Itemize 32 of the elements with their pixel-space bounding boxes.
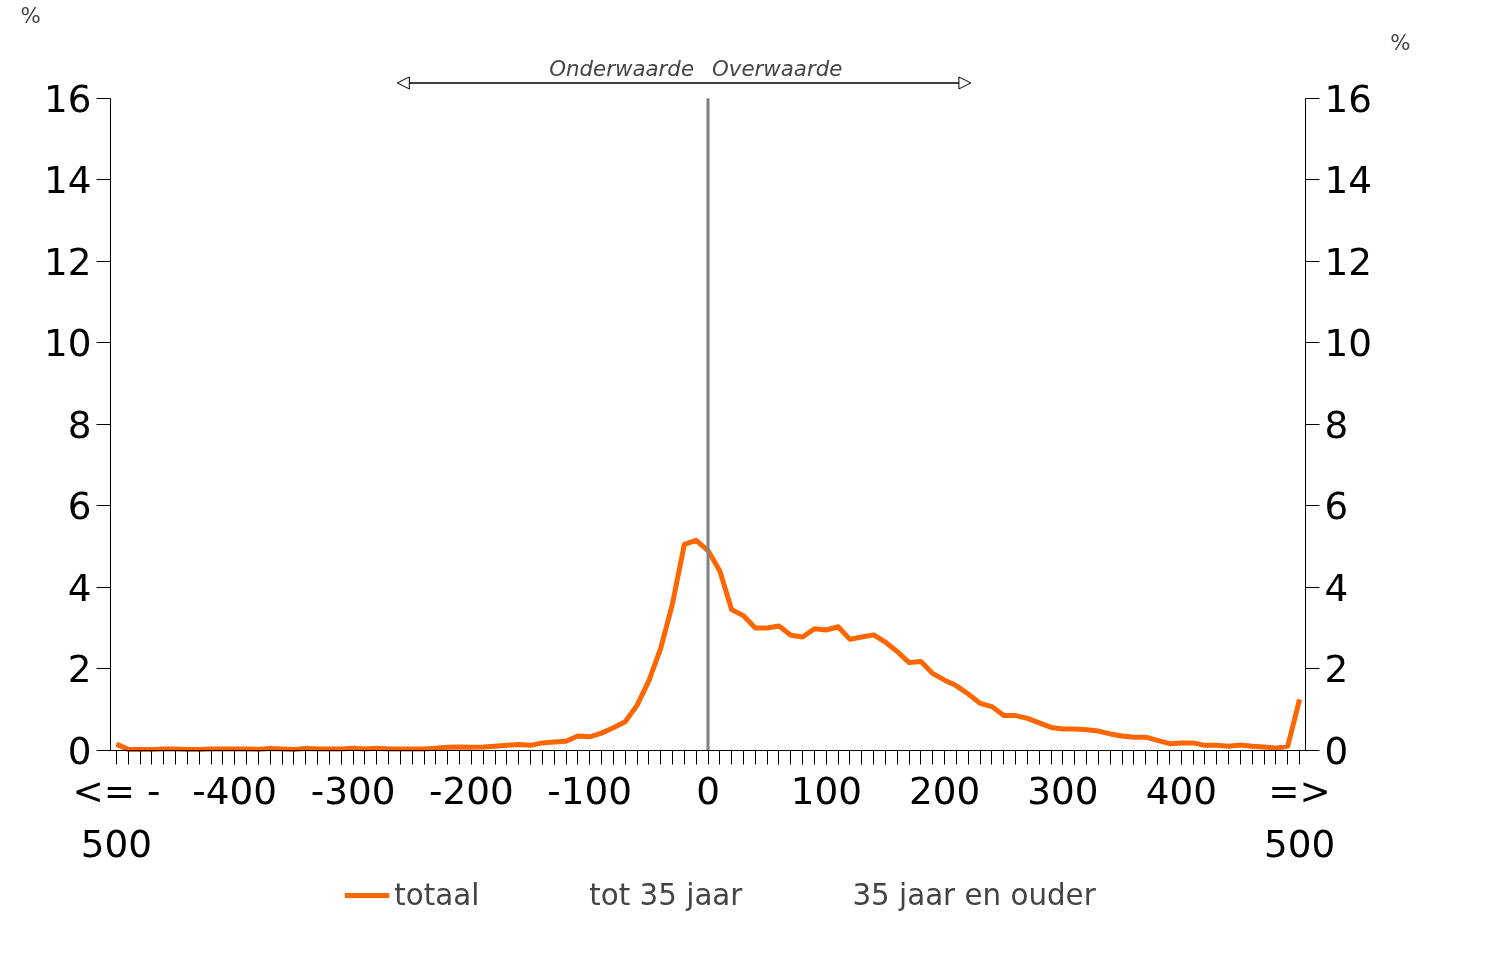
text: tot 35 jaar <box>589 878 743 912</box>
y2-axis-title: % <box>1390 29 1411 55</box>
text: Overwaarde <box>712 55 843 81</box>
text: Onderwaarde <box>549 55 694 81</box>
y-tick-label: 12 <box>44 239 92 284</box>
x-tick-label: -100 <box>547 769 633 814</box>
y-tick-label: 2 <box>67 647 92 692</box>
y-axis-title: % <box>20 2 41 28</box>
x-tick-label: 100 <box>790 769 862 814</box>
y2-tick-label: 16 <box>1324 76 1372 121</box>
y2-tick-label: 10 <box>1324 321 1372 366</box>
y-tick-label: 4 <box>67 565 92 610</box>
y-tick-label: 16 <box>44 76 92 121</box>
y2-tick-label: 4 <box>1324 565 1349 610</box>
text: 35 jaar en ouder <box>852 878 1096 912</box>
y2-tick-label: 2 <box>1324 647 1349 692</box>
y2-tick-label: 8 <box>1324 402 1349 447</box>
x-tick-label: 200 <box>909 769 981 814</box>
x-tick-label: -300 <box>310 769 396 814</box>
y2-tick-label: 14 <box>1324 158 1372 203</box>
y-tick-label: 8 <box>67 402 92 447</box>
y2-tick-label: 12 <box>1324 239 1372 284</box>
y-tick-label: 10 <box>44 321 92 366</box>
x-tick-label: 300 <box>1027 769 1099 814</box>
x-tick-label: 0 <box>696 769 720 814</box>
x-tick-label: 400 <box>1145 769 1217 814</box>
x-tick-label: -400 <box>192 769 278 814</box>
y-tick-label: 14 <box>44 158 92 203</box>
y2-tick-label: 6 <box>1324 484 1349 529</box>
legend-label: totaal <box>394 878 480 912</box>
x-tick-label: -200 <box>429 769 514 814</box>
y-tick-label: 6 <box>67 484 92 529</box>
